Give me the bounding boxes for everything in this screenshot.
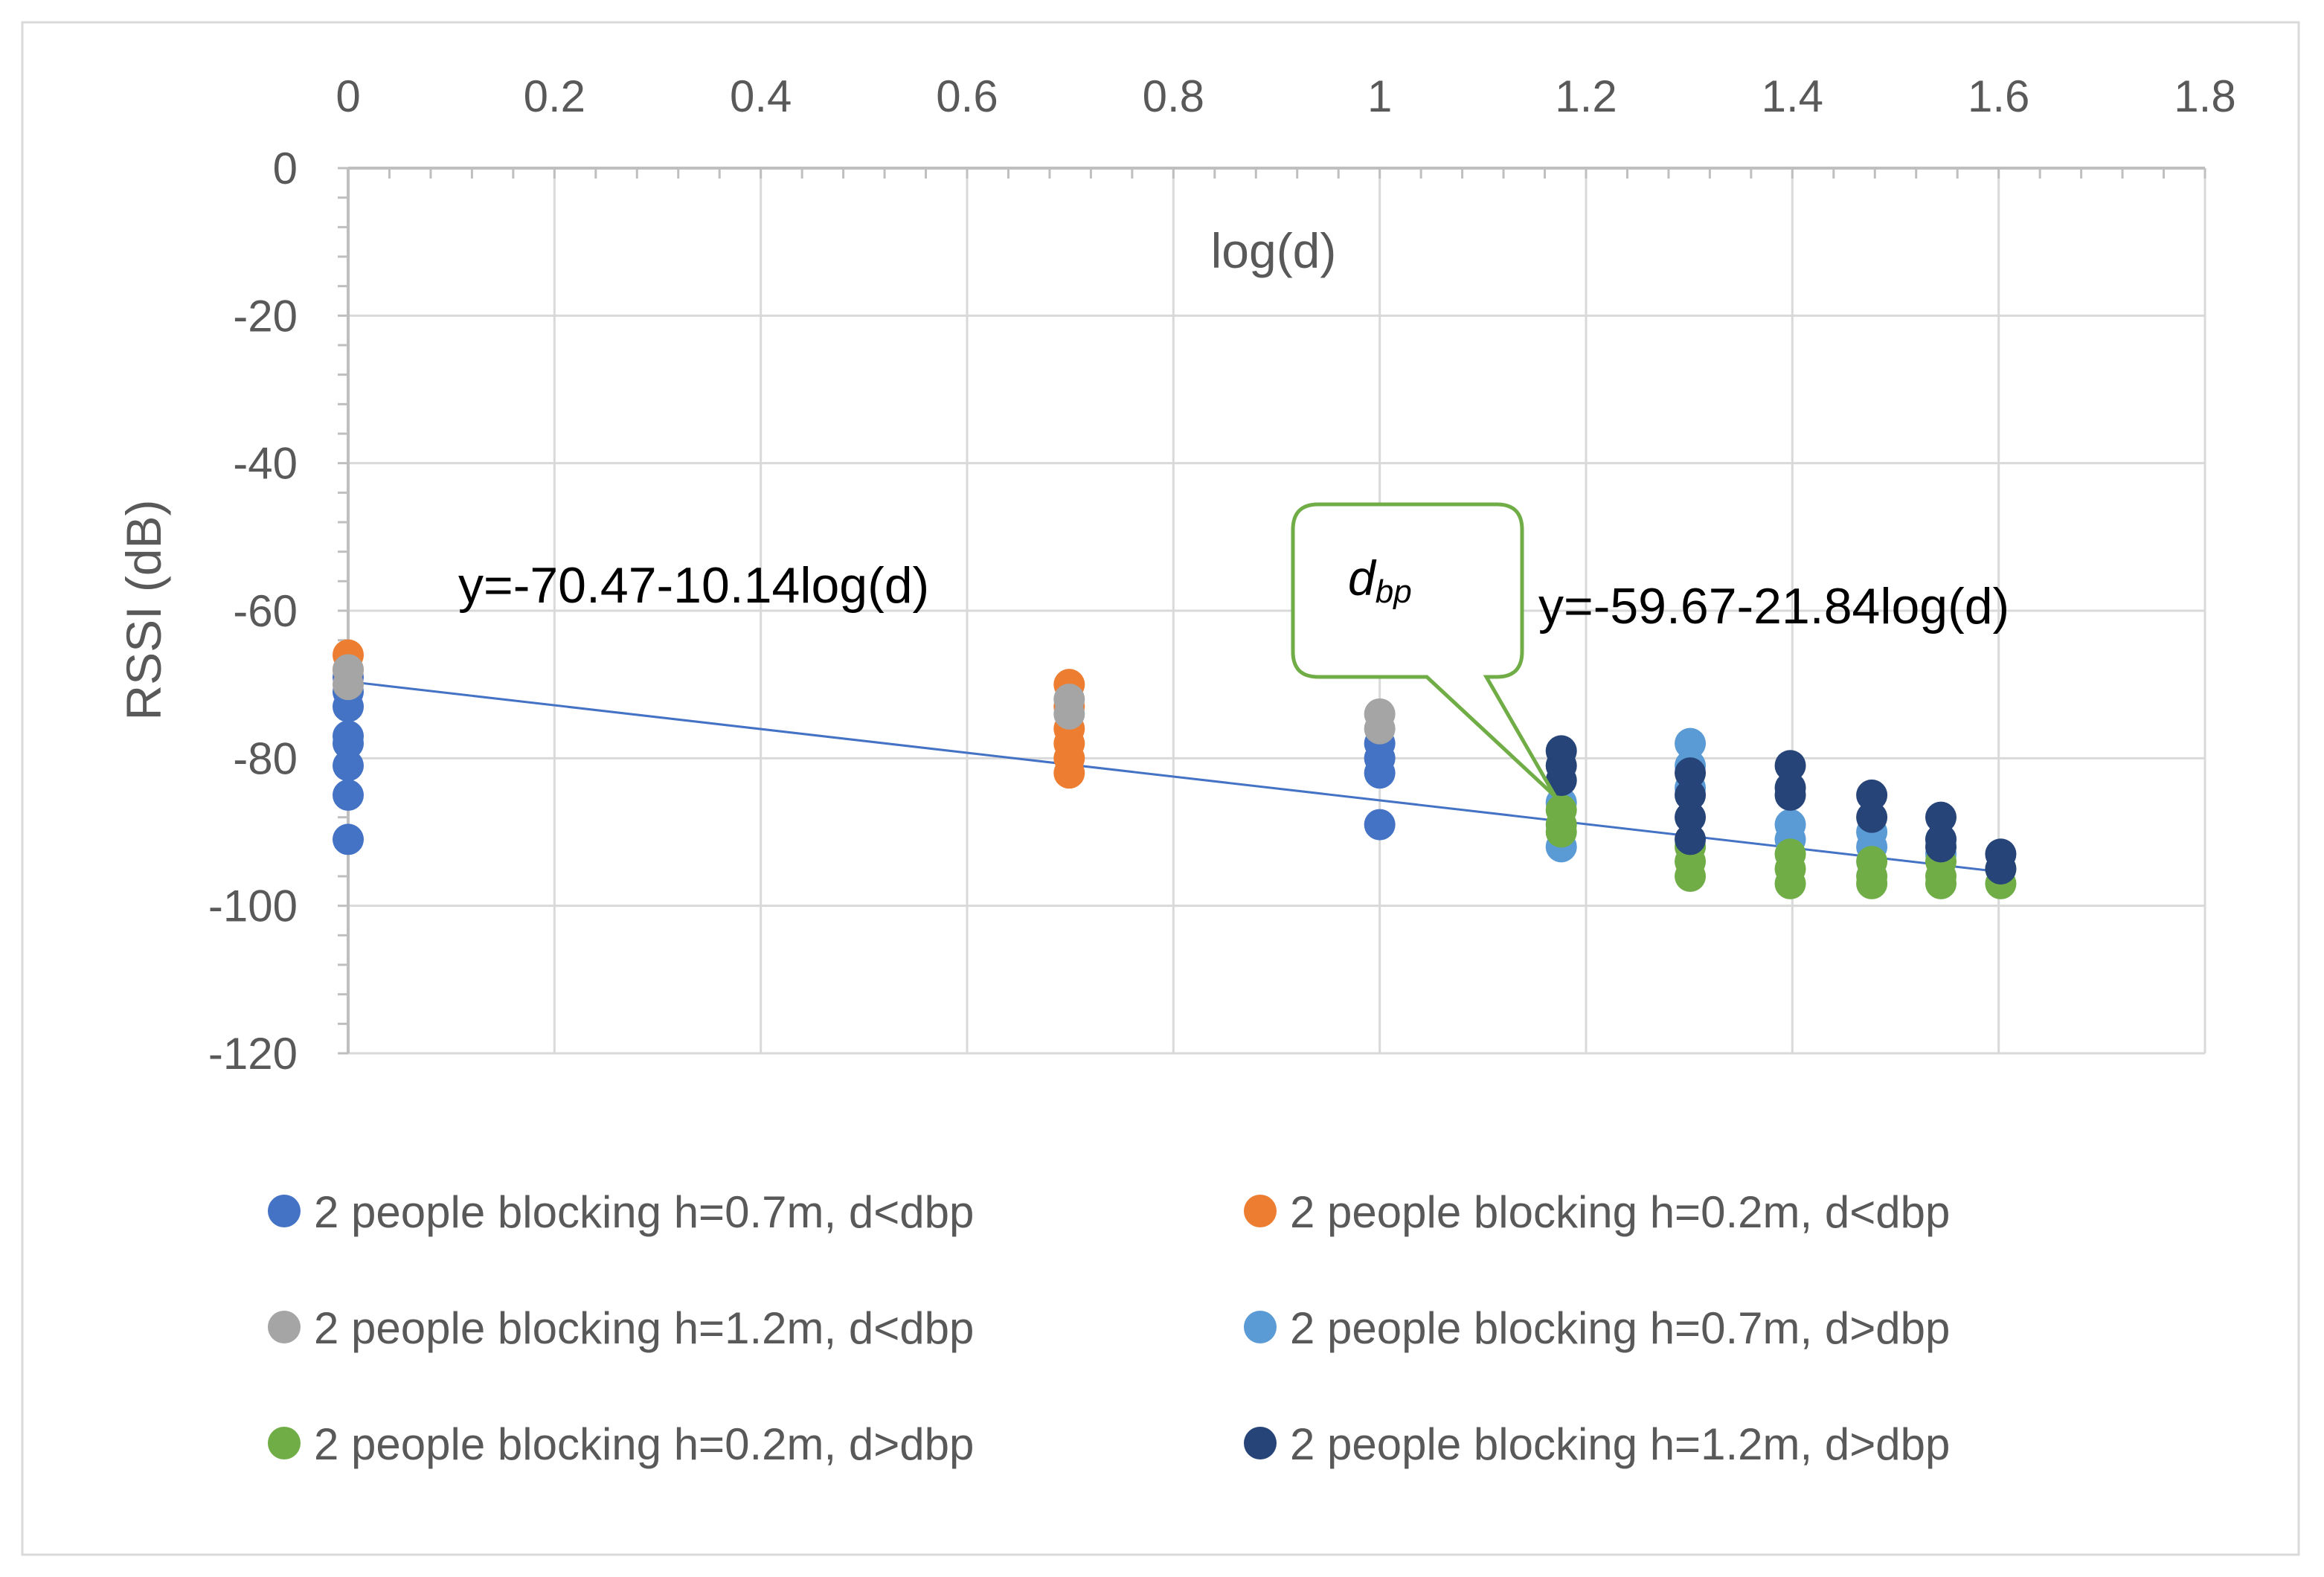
data-point xyxy=(1675,779,1707,811)
data-point xyxy=(1364,809,1396,841)
series-6 xyxy=(1545,735,2017,885)
x-tick-label: 1.6 xyxy=(1968,71,2029,121)
x-tick-label: 0.8 xyxy=(1143,71,1204,121)
legend-marker xyxy=(1244,1311,1277,1343)
legend-label: 2 people blocking h=1.2m, d>dbp xyxy=(1290,1419,1950,1469)
x-tick-label: 1.8 xyxy=(2174,71,2235,121)
data-point xyxy=(1675,801,1707,833)
x-tick-label: 1.4 xyxy=(1762,71,1823,121)
legend-marker xyxy=(268,1427,301,1459)
y-tick-labels: 0 -20 -40 -60 -80 -100 -120 xyxy=(208,144,298,1079)
data-point xyxy=(1774,750,1806,782)
data-point xyxy=(1774,779,1806,811)
data-point xyxy=(1053,698,1085,730)
callout-label: dbp xyxy=(1348,550,1412,610)
callout-bubble xyxy=(1291,502,1557,798)
data-point xyxy=(333,728,364,759)
data-point xyxy=(1774,867,1806,899)
data-point xyxy=(333,750,364,782)
data-point xyxy=(333,690,364,722)
legend-marker xyxy=(1244,1427,1277,1459)
data-point xyxy=(333,823,364,855)
legend-label: 2 people blocking h=1.2m, d<dbp xyxy=(314,1303,974,1353)
data-point xyxy=(1675,728,1707,759)
legend-item: 2 people blocking h=0.2m, d<dbp xyxy=(1244,1187,1950,1237)
legend-label: 2 people blocking h=0.7m, d>dbp xyxy=(1290,1303,1950,1353)
data-point xyxy=(1364,713,1396,745)
data-point xyxy=(1675,757,1707,789)
data-point xyxy=(1545,765,1577,797)
data-point xyxy=(1856,779,1888,811)
y-tick-label: -80 xyxy=(233,733,298,783)
legend-label: 2 people blocking h=0.2m, d<dbp xyxy=(1290,1187,1950,1237)
y-tick-label: -20 xyxy=(233,291,298,341)
y-tick-label: -60 xyxy=(233,586,298,636)
equation-right: y=-59.67-21.84log(d) xyxy=(1538,578,2009,635)
breakpoint-callout: dbp xyxy=(1291,502,1557,798)
data-point xyxy=(1985,853,2017,885)
legend-item: 2 people blocking h=0.7m, d<dbp xyxy=(268,1187,974,1237)
data-point xyxy=(1545,816,1577,848)
y-tick-label: -100 xyxy=(208,881,298,931)
data-point xyxy=(1364,757,1396,789)
x-tick-label: 0.4 xyxy=(730,71,792,121)
legend-item: 2 people blocking h=0.7m, d>dbp xyxy=(1244,1303,1950,1353)
legend-item: 2 people blocking h=1.2m, d<dbp xyxy=(268,1303,974,1353)
legend-label: 2 people blocking h=0.2m, d>dbp xyxy=(314,1419,974,1469)
trendline-group xyxy=(347,680,2001,873)
x-tick-labels: 0 0.2 0.4 0.6 0.8 1 1.2 1.4 1.6 1.8 xyxy=(336,71,2235,121)
legend: 2 people blocking h=0.7m, d<dbp 2 people … xyxy=(268,1187,1950,1469)
data-point xyxy=(333,669,364,701)
trendline xyxy=(347,680,2001,873)
data-point xyxy=(1925,801,1957,833)
data-point xyxy=(1675,861,1707,892)
legend-marker xyxy=(1244,1195,1277,1227)
y-tick-label: -40 xyxy=(233,439,298,489)
data-points xyxy=(333,639,2017,899)
data-point xyxy=(1675,823,1707,855)
data-point xyxy=(1925,867,1957,899)
y-axis-title: RSSI (dB) xyxy=(116,499,171,720)
data-point xyxy=(1053,757,1085,789)
y-tick-label: -120 xyxy=(208,1029,298,1079)
legend-item: 2 people blocking h=0.2m, d>dbp xyxy=(268,1419,974,1469)
x-tick-label: 0.2 xyxy=(524,71,585,121)
series-3 xyxy=(333,654,1396,745)
x-tick-label: 0.6 xyxy=(936,71,998,121)
x-tick-label: 1.2 xyxy=(1555,71,1617,121)
data-point xyxy=(1856,801,1888,833)
legend-marker xyxy=(268,1195,301,1227)
equation-left: y=-70.47-10.14log(d) xyxy=(458,557,929,614)
data-point xyxy=(1925,831,1957,863)
legend-item: 2 people blocking h=1.2m, d>dbp xyxy=(1244,1419,1950,1469)
callout-main-text: d xyxy=(1348,550,1377,606)
legend-label: 2 people blocking h=0.7m, d<dbp xyxy=(314,1187,974,1237)
chart-frame xyxy=(21,21,2300,1556)
x-tick-label: 0 xyxy=(336,71,360,121)
x-tick-label: 1 xyxy=(1367,71,1392,121)
data-point xyxy=(333,779,364,811)
data-point xyxy=(1856,867,1888,899)
callout-subscript: bp xyxy=(1376,574,1412,610)
y-tick-label: 0 xyxy=(273,144,298,193)
x-axis-title: log(d) xyxy=(1211,223,1337,278)
legend-marker xyxy=(268,1311,301,1343)
